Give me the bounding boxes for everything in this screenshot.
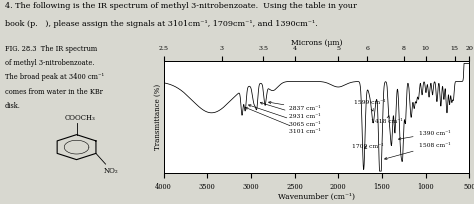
- Text: disk.: disk.: [5, 102, 20, 110]
- Text: 1709 cm⁻¹: 1709 cm⁻¹: [352, 144, 384, 149]
- Text: 2931 cm⁻¹: 2931 cm⁻¹: [260, 102, 321, 119]
- Text: 3065 cm⁻¹: 3065 cm⁻¹: [248, 105, 321, 126]
- X-axis label: Microns (μm): Microns (μm): [291, 39, 342, 47]
- Text: 2837 cm⁻¹: 2837 cm⁻¹: [269, 101, 321, 111]
- Text: 1599 cm⁻¹: 1599 cm⁻¹: [354, 100, 385, 111]
- Y-axis label: Transmittance (%): Transmittance (%): [154, 84, 162, 150]
- Text: 1390 cm⁻¹: 1390 cm⁻¹: [399, 131, 450, 140]
- Text: COOCH₃: COOCH₃: [64, 114, 95, 122]
- X-axis label: Wavenumber (cm⁻¹): Wavenumber (cm⁻¹): [278, 193, 355, 201]
- Text: 1508 cm⁻¹: 1508 cm⁻¹: [384, 143, 450, 160]
- Text: NO₂: NO₂: [104, 167, 118, 175]
- Text: 3101 cm⁻¹: 3101 cm⁻¹: [245, 107, 321, 134]
- Text: 4. The following is the IR spectrum of methyl 3-nitrobenzoate.  Using the table : 4. The following is the IR spectrum of m…: [5, 2, 356, 10]
- Text: FIG. 28.3  The IR spectrum: FIG. 28.3 The IR spectrum: [5, 45, 97, 53]
- Text: book (p.   ), please assign the signals at 3101cm⁻¹, 1709cm⁻¹, and 1390cm⁻¹.: book (p. ), please assign the signals at…: [5, 20, 318, 28]
- Text: The broad peak at 3400 cm⁻¹: The broad peak at 3400 cm⁻¹: [5, 73, 104, 81]
- Text: of methyl 3-nitrobenzoate.: of methyl 3-nitrobenzoate.: [5, 59, 94, 67]
- Text: comes from water in the KBr: comes from water in the KBr: [5, 88, 102, 96]
- Text: 1418 cm⁻¹: 1418 cm⁻¹: [372, 116, 403, 124]
